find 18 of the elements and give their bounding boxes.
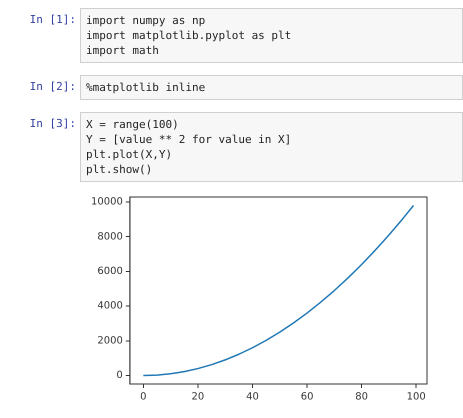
text: import numpy as np import matplotlib.pyplot as plt import math [80,8,463,63]
x-tick-label: 20 [192,392,204,403]
y-tick-label: 4000 [97,300,123,312]
x-tick-label: 100 [406,392,426,403]
text: In [1]: [28,12,77,28]
y-tick-label: 10000 [91,196,123,208]
text: X = range(100) Y = [value ** 2 for value in X] plt.plot(X,Y) plt.show() [80,112,463,182]
text: %matplotlib inline [80,75,463,100]
x-tick-label: 0 [140,392,147,403]
y-tick-label: 0 [116,370,123,382]
x-tick-label: 60 [300,392,314,403]
text: In [2]: [28,79,77,95]
x-tick-label: 40 [246,392,259,403]
y-tick-label: 2000 [97,335,123,346]
y-tick-label: 6000 [97,266,123,278]
y-tick-label: 8000 [97,231,123,242]
text: In [3]: [28,116,77,132]
x-tick-label: 80 [355,392,368,403]
